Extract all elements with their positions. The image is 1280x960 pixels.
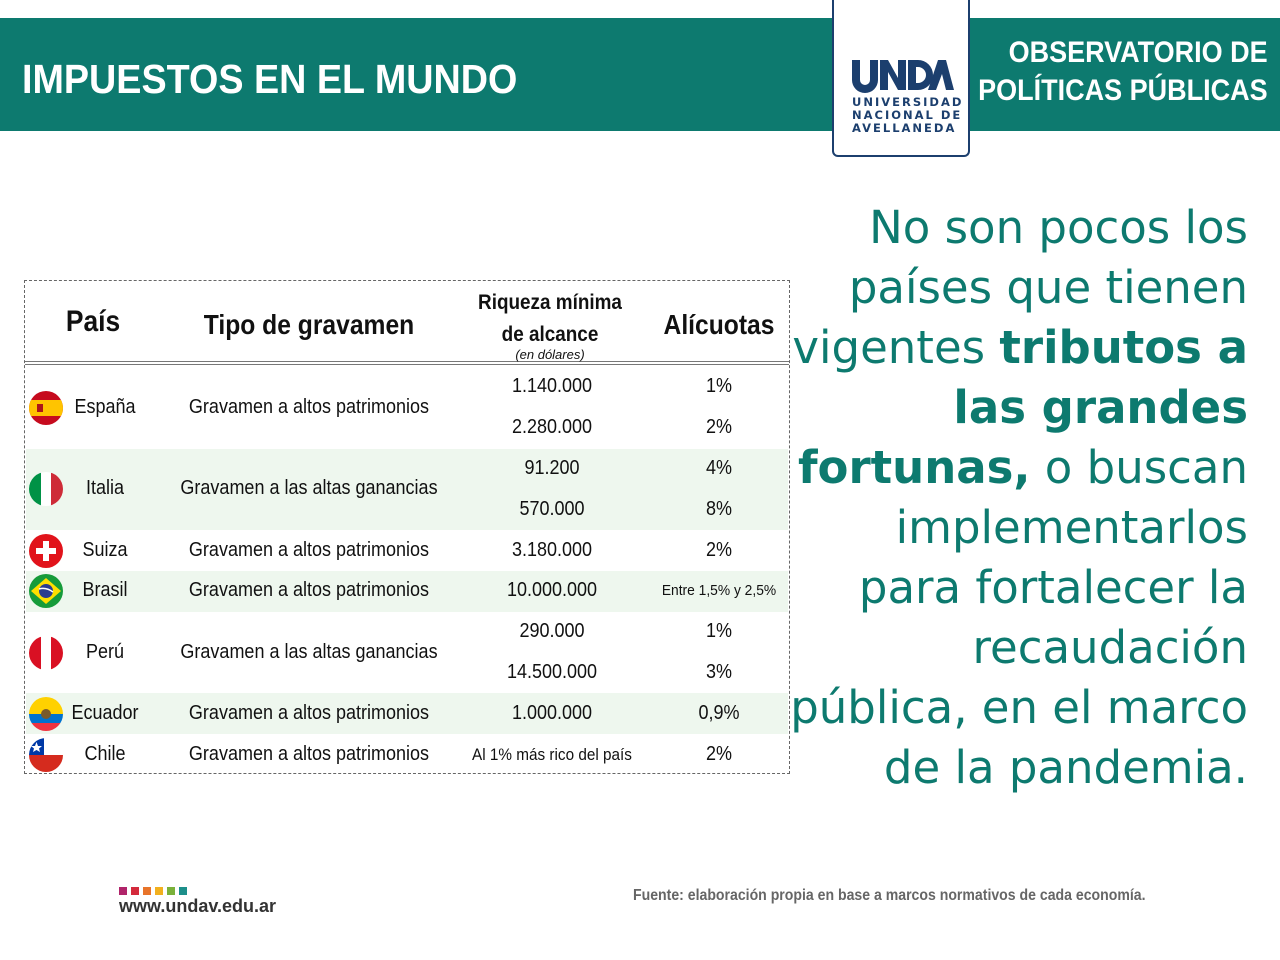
logo-line-3: AVELLANEDA bbox=[852, 121, 957, 135]
brand-dot bbox=[167, 887, 175, 895]
headline-text: No son pocos los países que tienen vigen… bbox=[788, 198, 1248, 798]
observatory-title: OBSERVATORIO DE POLÍTICAS PÚBLICAS bbox=[978, 34, 1268, 110]
switzerland-flag-icon bbox=[29, 533, 63, 568]
min-wealth: 1.000.000 bbox=[511, 701, 593, 724]
header-rates: Alícuotas bbox=[663, 309, 775, 340]
undav-logo-mark bbox=[852, 60, 954, 93]
brazil-flag-icon bbox=[29, 574, 63, 609]
min-wealth: 290.000 bbox=[519, 620, 585, 643]
observatory-line-1: OBSERVATORIO DE bbox=[1008, 36, 1268, 69]
country-name: Perú bbox=[85, 640, 125, 663]
header-wealth-note: (en dólares) bbox=[515, 347, 585, 362]
tax-type: Gravamen a altos patrimonios bbox=[188, 579, 430, 602]
tax-type: Gravamen a altos patrimonios bbox=[188, 701, 430, 724]
min-wealth: 3.180.000 bbox=[511, 538, 593, 561]
tax-rate: 2% bbox=[705, 538, 733, 561]
italy-flag-icon bbox=[29, 472, 63, 507]
header-banner bbox=[0, 18, 1280, 131]
min-wealth: Al 1% más rico del país bbox=[472, 744, 632, 764]
undav-logo: UNIVERSIDAD NACIONAL DE AVELLANEDA bbox=[832, 0, 970, 157]
table-row-shade bbox=[26, 448, 788, 531]
logo-text: UNIVERSIDAD NACIONAL DE AVELLANEDA bbox=[852, 96, 963, 135]
ecuador-flag-icon bbox=[29, 696, 63, 731]
brand-dot bbox=[179, 887, 187, 895]
tax-rate: 2% bbox=[705, 742, 733, 765]
min-wealth: 570.000 bbox=[519, 497, 585, 520]
tax-rate: 4% bbox=[705, 457, 733, 479]
country-name: Chile bbox=[84, 742, 126, 765]
min-wealth: 91.200 bbox=[524, 457, 580, 479]
min-wealth: 1.140.000 bbox=[511, 375, 593, 398]
tax-rate: Entre 1,5% y 2,5% bbox=[661, 582, 777, 600]
headline-bold: tributos a las grandes fortunas, bbox=[797, 321, 1248, 494]
tax-rate: 2% bbox=[705, 416, 733, 439]
tax-type: Gravamen a altos patrimonios bbox=[188, 538, 430, 561]
country-name: Italia bbox=[85, 477, 125, 500]
source-note: Fuente: elaboración propia en base a mar… bbox=[633, 887, 1146, 904]
header-type: Tipo de gravamen bbox=[203, 309, 415, 340]
tax-type: Gravamen a las altas ganancias bbox=[180, 640, 438, 663]
tax-type: Gravamen a las altas ganancias bbox=[180, 477, 438, 500]
header-wealth-line-1: Riqueza mínima bbox=[478, 291, 622, 314]
header-country: País bbox=[65, 305, 121, 338]
brand-dot bbox=[131, 887, 139, 895]
brand-dot bbox=[155, 887, 163, 895]
header-wealth-line-2: de alcance bbox=[501, 323, 599, 346]
tax-rate: 1% bbox=[705, 375, 733, 398]
logo-line-2: NACIONAL DE bbox=[852, 108, 963, 122]
logo-line-1: UNIVERSIDAD bbox=[852, 95, 964, 109]
tax-type: Gravamen a altos patrimonios bbox=[188, 742, 430, 765]
country-name: Ecuador bbox=[71, 701, 139, 724]
table-header: País Tipo de gravamen Riqueza mínima de … bbox=[25, 281, 789, 365]
footer-url[interactable]: www.undav.edu.ar bbox=[119, 896, 277, 916]
tax-rate: 8% bbox=[705, 497, 733, 520]
tax-rate: 3% bbox=[705, 661, 733, 683]
tax-table: País Tipo de gravamen Riqueza mínima de … bbox=[24, 280, 790, 774]
country-name: España bbox=[74, 395, 136, 418]
brand-dot bbox=[119, 887, 127, 895]
min-wealth: 10.000.000 bbox=[506, 579, 598, 602]
table-row-shade bbox=[26, 693, 788, 735]
spain-flag-icon bbox=[29, 390, 63, 425]
brand-dot bbox=[143, 887, 151, 895]
min-wealth: 2.280.000 bbox=[511, 416, 593, 439]
tax-type: Gravamen a altos patrimonios bbox=[188, 395, 430, 418]
headline-part-2: o buscan implementarlos para fortalecer … bbox=[790, 441, 1248, 794]
table-row-shade bbox=[26, 571, 788, 612]
min-wealth: 14.500.000 bbox=[506, 661, 598, 683]
chile-flag-icon bbox=[29, 737, 63, 772]
country-name: Brasil bbox=[82, 579, 128, 602]
headline-part-1: No son pocos los países que tienen vigen… bbox=[792, 201, 1248, 374]
country-name: Suiza bbox=[82, 538, 128, 561]
peru-flag-icon bbox=[29, 635, 63, 670]
tax-rate: 1% bbox=[705, 620, 733, 643]
tax-rate: 0,9% bbox=[698, 701, 740, 724]
brand-dots bbox=[119, 882, 191, 895]
observatory-line-2: POLÍTICAS PÚBLICAS bbox=[978, 74, 1268, 107]
header-wealth: Riqueza mínima de alcance bbox=[465, 287, 636, 351]
page-title: IMPUESTOS EN EL MUNDO bbox=[22, 56, 518, 102]
